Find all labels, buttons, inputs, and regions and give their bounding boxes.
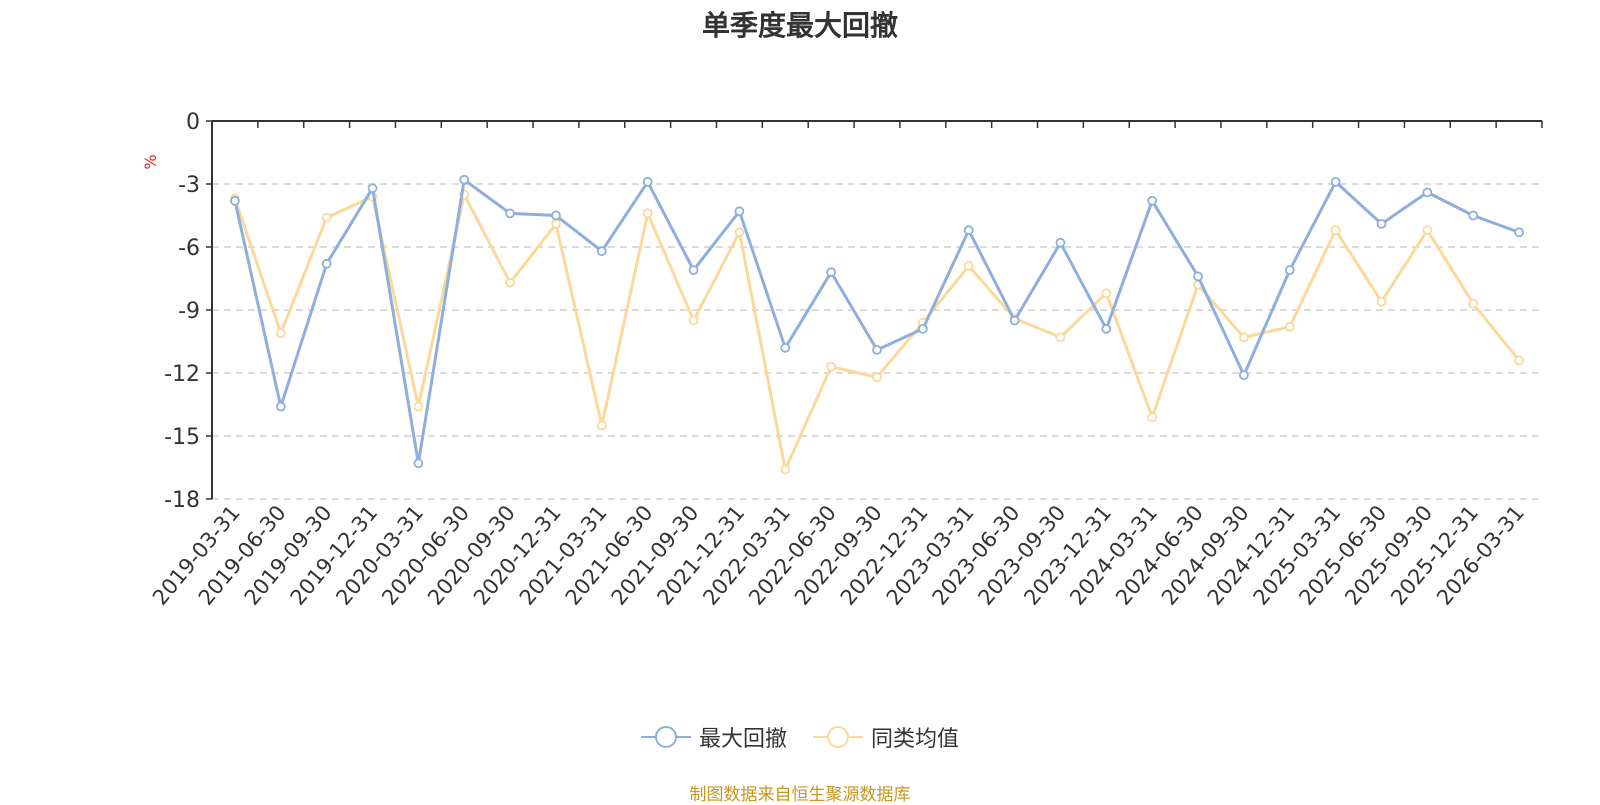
- data-point-max-drawdown: [1238, 370, 1249, 381]
- data-point-peer-average: [413, 401, 424, 412]
- gridlines: [212, 183, 1542, 500]
- data-point-peer-average: [1147, 412, 1158, 423]
- data-point-max-drawdown: [917, 323, 928, 334]
- data-point-max-drawdown: [688, 265, 699, 276]
- data-point-max-drawdown: [642, 176, 653, 187]
- data-point-max-drawdown: [872, 344, 882, 355]
- data-point-peer-average: [872, 372, 882, 383]
- data-point-max-drawdown: [1055, 237, 1066, 248]
- data-point-peer-average: [596, 420, 607, 431]
- data-point-peer-average: [1284, 321, 1295, 332]
- data-point-max-drawdown: [780, 342, 791, 353]
- data-point-max-drawdown: [230, 195, 240, 206]
- data-point-max-drawdown: [505, 208, 516, 219]
- data-point-peer-average: [321, 212, 332, 223]
- data-point-peer-average: [826, 361, 837, 372]
- data-point-max-drawdown: [826, 267, 837, 278]
- y-tick-label: -18: [164, 488, 200, 513]
- data-point-max-drawdown: [459, 174, 470, 185]
- data-point-peer-average: [1468, 298, 1479, 309]
- data-point-peer-average: [275, 328, 286, 339]
- data-point-max-drawdown: [596, 246, 607, 257]
- data-point-max-drawdown: [1376, 218, 1387, 229]
- data-point-peer-average: [963, 260, 974, 271]
- data-point-max-drawdown: [1422, 187, 1433, 198]
- y-tick-label: -15: [164, 425, 200, 450]
- axes: 0-3-6-9-12-15-182019-03-312019-06-302019…: [148, 110, 1543, 610]
- y-tick-label: -3: [178, 173, 200, 198]
- legend-line-circle-icon: [640, 726, 691, 748]
- data-point-peer-average: [1330, 225, 1341, 236]
- data-point-peer-average: [1055, 332, 1066, 343]
- data-point-max-drawdown: [1193, 271, 1203, 282]
- data-point-peer-average: [1376, 296, 1387, 307]
- data-point-max-drawdown: [321, 258, 332, 269]
- data-point-max-drawdown: [275, 401, 286, 412]
- y-axis-unit-label: %: [141, 154, 160, 169]
- data-point-max-drawdown: [1101, 323, 1112, 334]
- data-point-peer-average: [1514, 355, 1524, 366]
- data-point-peer-average: [551, 218, 561, 229]
- series-layer: [230, 174, 1524, 475]
- legend-line-circle-icon: [813, 726, 863, 748]
- legend-label-max-drawdown: 最大回撤: [698, 727, 787, 752]
- data-point-max-drawdown: [1284, 265, 1295, 276]
- data-point-max-drawdown: [413, 458, 424, 469]
- data-point-max-drawdown: [1468, 210, 1479, 221]
- data-point-peer-average: [1101, 288, 1112, 299]
- source-note: 制图数据来自恒生聚源数据库: [689, 785, 911, 805]
- legend-item-max-drawdown[interactable]: 最大回撤: [640, 721, 787, 753]
- data-point-max-drawdown: [734, 206, 745, 217]
- data-point-max-drawdown: [367, 183, 378, 194]
- chart-title: 单季度最大回撤: [701, 9, 898, 42]
- legend: 最大回撤 同类均值: [0, 722, 1600, 752]
- data-point-peer-average: [780, 464, 791, 475]
- data-point-peer-average: [734, 227, 745, 238]
- y-tick-label: -12: [164, 362, 200, 387]
- y-tick-label: 0: [186, 110, 200, 135]
- legend-label-peer-average: 同类均值: [871, 727, 960, 752]
- data-point-max-drawdown: [1330, 176, 1341, 187]
- series-line-max-drawdown: [233, 178, 1520, 465]
- data-point-max-drawdown: [1514, 227, 1524, 238]
- data-point-peer-average: [1422, 225, 1433, 236]
- data-point-peer-average: [1238, 332, 1249, 343]
- y-tick-label: -9: [178, 299, 200, 324]
- y-tick-label: -6: [178, 236, 200, 261]
- data-point-peer-average: [505, 277, 516, 288]
- data-point-max-drawdown: [1147, 195, 1158, 206]
- data-point-max-drawdown: [551, 210, 561, 221]
- series-line-peer-average: [233, 193, 1521, 472]
- data-point-peer-average: [642, 208, 653, 219]
- data-point-max-drawdown: [1009, 315, 1020, 326]
- data-point-max-drawdown: [963, 225, 974, 236]
- legend-item-peer-average[interactable]: 同类均值: [813, 721, 959, 753]
- data-point-peer-average: [688, 315, 699, 326]
